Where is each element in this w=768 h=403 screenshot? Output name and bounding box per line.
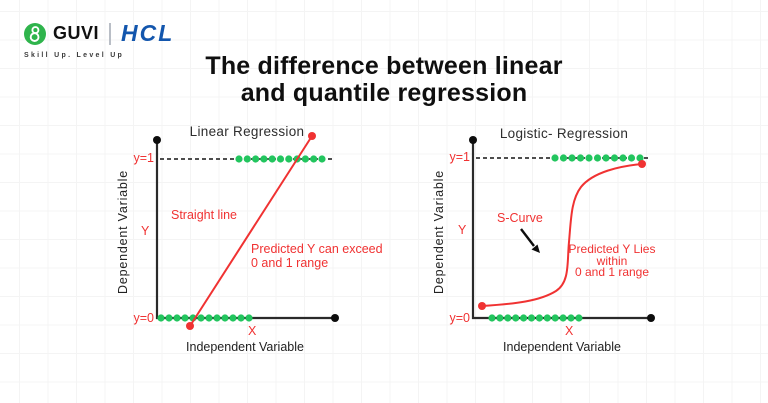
green-data-dot [229, 314, 237, 322]
green-data-dot [301, 155, 309, 163]
green-data-dot [610, 154, 619, 162]
s-curve-arrow [520, 228, 535, 247]
hcl-wordmark: HCL [121, 20, 175, 46]
right-top-green-dots [551, 154, 644, 162]
left-y-letter: Y [141, 224, 150, 238]
left-note: Predicted Y can exceed 0 and 1 range [251, 242, 383, 270]
left-regression-line [189, 135, 313, 327]
green-data-dot [285, 155, 293, 163]
left-note-line1: Predicted Y can exceed [251, 242, 383, 256]
green-data-dot [310, 155, 318, 163]
green-data-dot [551, 154, 559, 162]
right-bottom-green-dots [488, 314, 583, 322]
green-data-dot [157, 314, 165, 322]
green-data-dot [543, 314, 551, 322]
left-y0-label: y=0 [133, 311, 154, 325]
left-x-letter: X [248, 324, 257, 338]
left-curve-label: Straight line [171, 208, 238, 222]
right-y-letter: Y [458, 223, 467, 237]
green-data-dot [276, 155, 285, 163]
green-data-dot [318, 155, 326, 163]
green-data-dot [181, 314, 189, 322]
green-data-dot [568, 154, 576, 162]
green-data-dot [213, 314, 221, 322]
guvi-wordmark: GUVI [53, 23, 100, 43]
left-bottom-green-dots [157, 314, 253, 322]
right-x-axis-title: Independent Variable [503, 340, 621, 354]
left-note-line2: 0 and 1 range [251, 255, 329, 270]
green-data-dot [165, 314, 173, 322]
green-data-dot [559, 154, 568, 162]
green-data-dot [619, 154, 627, 162]
green-data-dot [520, 314, 528, 322]
left-chart-title: Linear Regression [189, 124, 305, 139]
right-curve-label: S-Curve [497, 211, 543, 225]
green-data-dot [585, 154, 593, 162]
page-title-line1: The difference between linear [205, 52, 563, 80]
right-curve-end-dot [638, 160, 646, 168]
left-x-axis-title: Independent Variable [186, 340, 304, 354]
green-data-dot [268, 155, 276, 163]
right-note-line2: within [596, 253, 628, 268]
green-data-dot [173, 314, 181, 322]
left-y1-label: y=1 [133, 151, 154, 165]
right-curve-start-dot [478, 302, 486, 310]
brand-header: GUVI HCL Skill Up. Level Up [24, 20, 174, 59]
left-line-start-dot [186, 322, 194, 330]
green-data-dot [575, 314, 583, 322]
right-y0-label: y=0 [449, 311, 470, 325]
green-data-dot [496, 314, 504, 322]
right-note: Predicted Y Lies within 0 and 1 range [550, 242, 674, 280]
s-curve-arrow-head [531, 244, 540, 253]
right-note-line1: Predicted Y Lies [568, 242, 656, 256]
green-data-dot [252, 155, 260, 163]
green-data-dot [512, 314, 520, 322]
green-data-dot [488, 314, 496, 322]
left-top-green-dots [235, 155, 326, 163]
green-data-dot [593, 154, 602, 162]
logistic-regression-plot [469, 136, 655, 322]
linear-regression-plot [153, 132, 339, 330]
green-data-dot [535, 314, 544, 322]
right-y-axis-end-dot [469, 136, 477, 144]
right-x-axis-end-dot [647, 314, 655, 322]
right-note-line3: 0 and 1 range [574, 265, 650, 280]
green-data-dot [627, 154, 636, 162]
logo-separator [109, 22, 112, 45]
green-data-dot [527, 314, 536, 322]
green-data-dot [567, 314, 575, 322]
page-title: The difference between linear and quanti… [84, 53, 684, 107]
left-line-end-dot [308, 132, 316, 140]
green-data-dot [602, 154, 610, 162]
green-data-dot [245, 314, 253, 322]
green-data-dot [197, 314, 205, 322]
right-x-letter: X [565, 324, 574, 338]
green-data-dot [576, 154, 585, 162]
green-data-dot [235, 155, 243, 163]
brand-tagline: Skill Up. Level Up [24, 52, 125, 59]
left-y-axis-title: Dependent Variable [116, 170, 130, 294]
left-x-axis-end-dot [331, 314, 339, 322]
guvi-logo-icon [24, 22, 46, 45]
right-y1-label: y=1 [449, 150, 470, 164]
green-data-dot [260, 155, 268, 163]
green-data-dot [559, 314, 567, 322]
left-y-axis-end-dot [153, 136, 161, 144]
right-s-curve [481, 163, 643, 307]
green-data-dot [551, 314, 559, 322]
green-data-dot [237, 314, 245, 322]
page-title-line2: and quantile regression [240, 79, 528, 107]
green-data-dot [221, 314, 229, 322]
green-data-dot [205, 314, 213, 322]
right-y-axis-title: Dependent Variable [432, 170, 446, 294]
green-data-dot [504, 314, 512, 322]
right-chart-title: Logistic- Regression [499, 126, 629, 141]
green-data-dot [636, 154, 644, 162]
green-data-dot [243, 155, 251, 163]
